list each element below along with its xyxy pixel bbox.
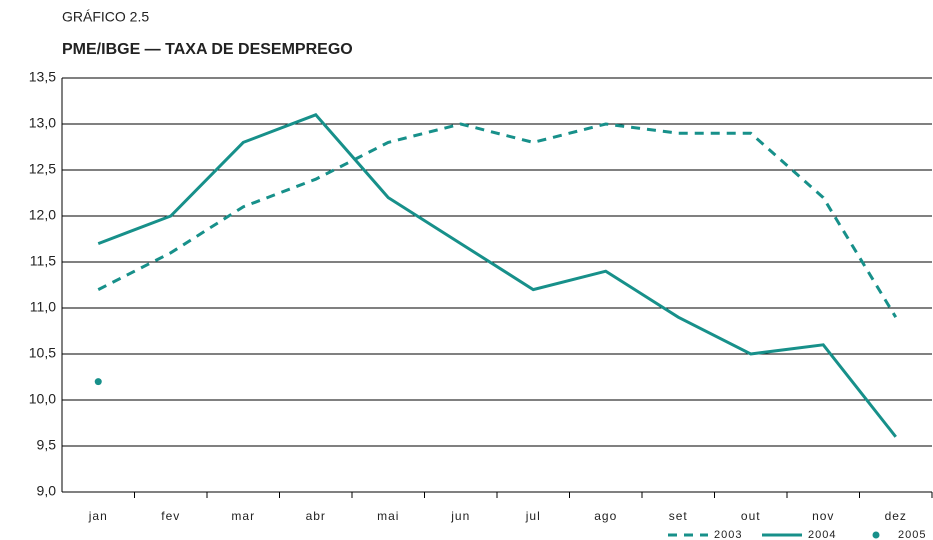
data-point: [94, 378, 102, 386]
y-tick-label: 12,0: [29, 207, 56, 223]
x-tick-label: set: [669, 509, 688, 523]
y-tick-label: 11,0: [30, 299, 56, 315]
y-tick-label: 13,0: [29, 115, 56, 131]
x-tick-label: out: [741, 509, 761, 523]
y-tick-label: 12,5: [29, 161, 56, 177]
legend-label: 2004: [808, 529, 836, 540]
x-tick-label: jul: [525, 509, 541, 523]
legend-swatch: [872, 531, 880, 539]
y-tick-label: 10,0: [29, 391, 56, 407]
legend-label: 2003: [714, 529, 742, 540]
line-series: [97, 122, 898, 318]
chart-title: PME/IBGE — TAXA DE DESEMPREGO: [62, 41, 353, 58]
x-tick-label: dez: [885, 509, 907, 523]
y-tick-label: 11,5: [30, 253, 56, 269]
legend-label: 2005: [898, 529, 926, 540]
line-series: [97, 113, 897, 438]
y-tick-label: 9,0: [37, 483, 57, 499]
y-tick-label: 13,5: [29, 69, 56, 85]
y-tick-label: 9,5: [37, 437, 57, 453]
x-tick-label: mar: [231, 509, 255, 523]
x-tick-label: jan: [88, 509, 108, 523]
x-tick-label: nov: [812, 509, 834, 523]
chart-label: GRÁFICO 2.5: [62, 9, 149, 25]
x-tick-label: mai: [377, 509, 399, 523]
y-tick-label: 10,5: [29, 345, 56, 361]
x-tick-label: fev: [161, 509, 180, 523]
x-tick-label: abr: [306, 509, 326, 523]
x-tick-label: jun: [450, 509, 470, 523]
x-tick-label: ago: [594, 509, 617, 523]
